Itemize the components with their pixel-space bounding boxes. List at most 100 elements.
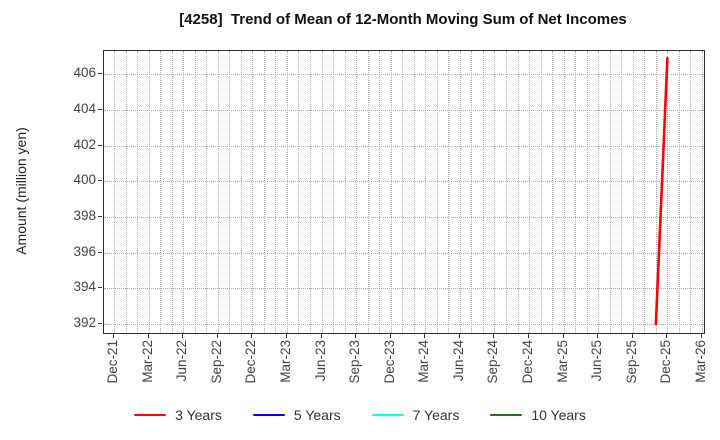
h-gridline (104, 252, 704, 254)
v-gridline (552, 51, 554, 333)
h-gridline (104, 216, 704, 218)
x-tick-label: Dec-24 (520, 340, 536, 384)
x-tick-label: Dec-21 (105, 340, 120, 384)
x-tick-mark (285, 333, 287, 338)
x-tick-mark (458, 333, 460, 338)
legend-item-5-years: 5 Years (252, 407, 341, 423)
v-gridline (494, 51, 496, 333)
y-tick-label: 402 (73, 136, 96, 152)
v-gridline (632, 51, 634, 333)
x-tick-mark (666, 333, 668, 338)
legend-label-5-years: 5 Years (293, 407, 341, 423)
v-gridline (310, 51, 311, 333)
h-gridline (104, 181, 704, 183)
v-gridline (171, 51, 173, 333)
y-tick-mark (97, 108, 102, 110)
y-tick-label: 400 (73, 172, 96, 188)
v-gridline (217, 51, 219, 333)
y-tick-label: 394 (73, 279, 96, 295)
x-tick-mark (113, 333, 114, 338)
y-tick-mark (97, 287, 102, 289)
x-tick-label: Mar-25 (554, 340, 570, 383)
legend-swatch-5-years (252, 413, 285, 417)
x-tick-label: Sep-25 (623, 340, 639, 384)
v-gridline (194, 51, 196, 333)
v-gridline (379, 51, 381, 333)
y-tick-mark (97, 323, 102, 325)
h-gridline (104, 74, 704, 76)
x-tick-label: Dec-22 (243, 340, 259, 384)
v-gridline (160, 51, 162, 333)
v-gridline (655, 51, 657, 333)
chart-title: [4258] Trend of Mean of 12-Month Moving … (179, 11, 627, 28)
v-gridline (540, 51, 542, 333)
v-gridline (321, 51, 323, 333)
y-tick-mark (97, 144, 102, 146)
v-gridline (482, 51, 484, 333)
x-tick-mark (147, 333, 149, 338)
x-tick-mark (182, 333, 184, 338)
h-gridline (104, 109, 704, 111)
legend-item-10-years: 10 Years (490, 407, 586, 423)
v-gridline (114, 51, 115, 333)
v-gridline (367, 51, 369, 333)
y-tick-label: 406 (73, 65, 96, 81)
x-tick-label: Sep-22 (208, 340, 224, 384)
y-tick-mark (97, 251, 102, 253)
v-gridline (286, 51, 288, 333)
x-tick-mark (389, 333, 391, 338)
v-gridline (644, 51, 646, 333)
x-tick-mark (631, 333, 633, 338)
v-gridline (390, 51, 392, 333)
v-gridline (229, 51, 231, 333)
x-tick-label: Dec-25 (658, 340, 674, 384)
v-gridline (678, 51, 680, 333)
x-tick-label: Mar-23 (277, 340, 293, 383)
v-gridline (702, 51, 703, 333)
legend-swatch-7-years (371, 413, 404, 417)
v-gridline (137, 51, 139, 333)
x-tick-mark (493, 333, 495, 338)
x-tick-mark (355, 333, 357, 338)
v-gridline (263, 51, 265, 333)
v-gridline (529, 51, 531, 333)
y-tick-label: 396 (73, 243, 96, 259)
legend-swatch-10-years (490, 413, 523, 417)
x-tick-mark (424, 333, 426, 338)
legend-label-7-years: 7 Years (412, 407, 460, 423)
x-tick-label: Jun-23 (312, 340, 328, 382)
x-tick-label: Mar-26 (693, 340, 708, 383)
v-gridline (448, 51, 450, 333)
x-tick-mark (562, 333, 564, 338)
h-gridline (104, 145, 704, 147)
v-gridline (148, 51, 150, 333)
v-gridline (575, 51, 577, 333)
legend-item-3-years: 3 Years (134, 407, 222, 423)
x-tick-mark (701, 333, 702, 338)
legend-label-10-years: 10 Years (531, 407, 586, 423)
v-gridline (333, 51, 335, 333)
v-gridline (517, 51, 519, 333)
x-tick-mark (251, 333, 253, 338)
series-line-3-years (654, 56, 669, 326)
v-gridline (425, 51, 427, 333)
legend-label-3-years: 3 Years (175, 407, 222, 423)
v-gridline (183, 51, 185, 333)
y-tick-label: 398 (73, 207, 96, 223)
x-tick-label: Mar-24 (416, 340, 432, 383)
v-gridline (356, 51, 358, 333)
x-tick-mark (597, 333, 599, 338)
x-tick-label: Dec-23 (381, 340, 397, 384)
x-tick-label: Jun-24 (450, 340, 466, 382)
v-gridline (252, 51, 254, 333)
v-gridline (609, 51, 611, 333)
y-tick-label: 404 (73, 100, 96, 116)
y-tick-mark (97, 73, 102, 75)
y-tick-mark (97, 215, 102, 217)
legend-item-7-years: 7 Years (371, 407, 460, 423)
x-tick-mark (320, 333, 322, 338)
x-tick-label: Jun-25 (589, 340, 605, 382)
h-gridline (104, 288, 704, 290)
v-gridline (506, 51, 507, 333)
